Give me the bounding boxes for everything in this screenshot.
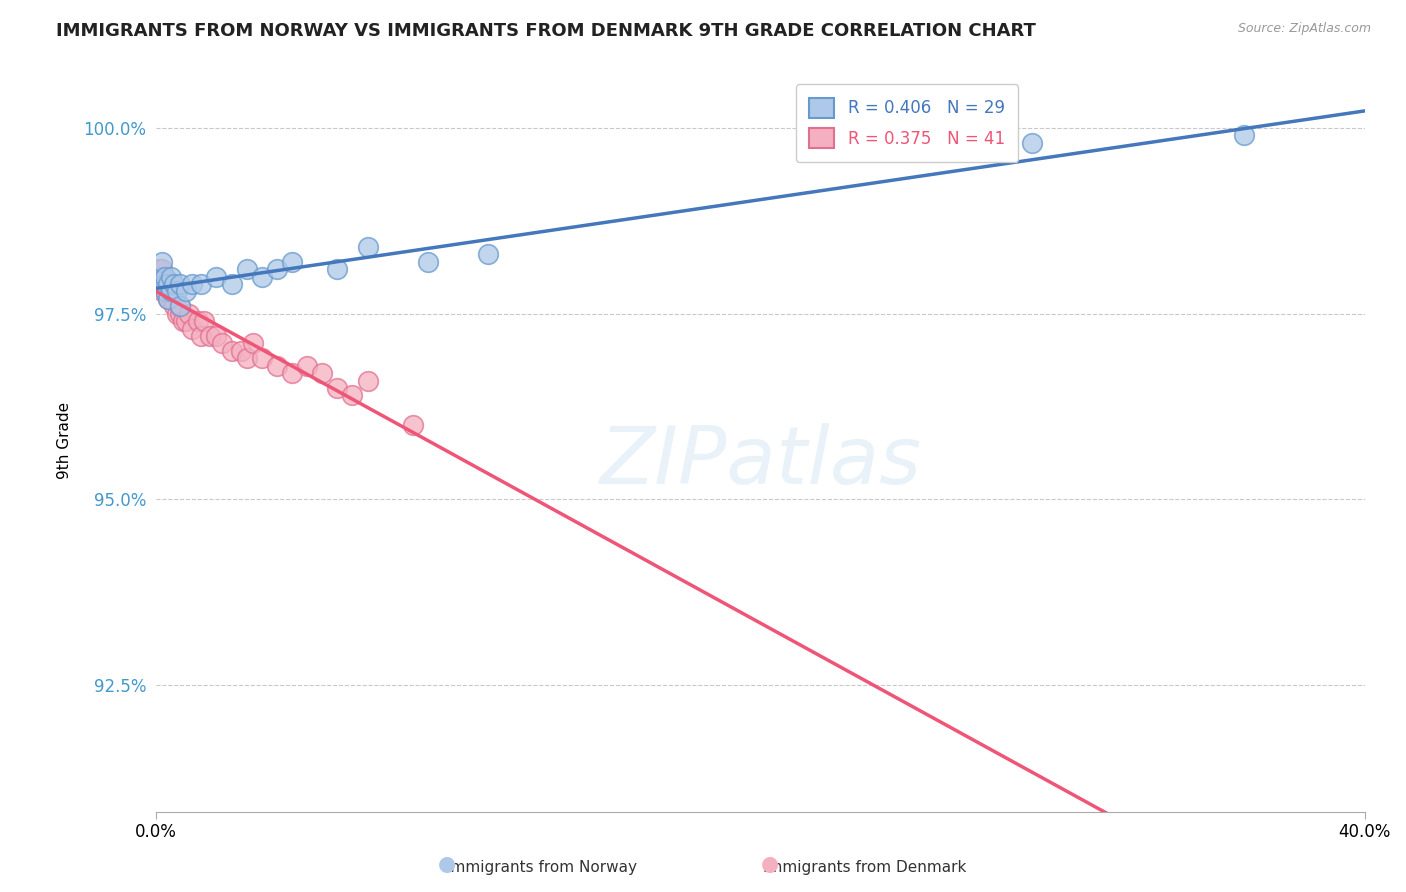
Point [193,314,215,328]
Point [153,277,176,291]
Point [326,381,349,395]
Point [242,336,264,351]
Point [281,254,304,268]
Point [342,388,364,402]
Point [148,277,170,291]
Point [153,269,176,284]
Point [160,285,183,299]
Point [266,359,288,373]
Point [157,277,180,291]
Point [148,262,170,277]
Point [174,314,197,328]
Point [174,285,197,299]
Point [153,285,176,299]
Text: ZIPatlas: ZIPatlas [599,424,921,501]
Point [205,269,228,284]
Point [190,329,212,343]
Text: Immigrants from Norway: Immigrants from Norway [446,861,637,875]
Point [1021,136,1043,150]
Point [250,269,273,284]
Point [205,329,228,343]
Point [179,307,201,321]
Point [169,299,191,313]
Text: ●: ● [439,854,456,873]
Point [163,277,186,291]
Point [326,262,349,277]
Point [181,321,204,335]
Point [150,277,173,291]
Point [169,307,191,321]
Point [416,254,439,268]
Point [150,285,173,299]
Point [148,269,170,284]
Point [235,351,257,366]
Point [221,277,243,291]
Point [281,366,304,380]
Point [163,299,186,313]
Point [157,277,180,291]
Point [153,285,176,299]
Point [150,262,173,277]
Point [235,262,257,277]
Point [221,343,243,358]
Point [160,269,183,284]
Point [157,292,180,306]
Point [160,292,183,306]
Point [169,299,191,313]
Point [169,277,191,291]
Point [356,240,378,254]
Point [166,307,188,321]
Point [153,269,176,284]
Point [211,336,233,351]
Text: Source: ZipAtlas.com: Source: ZipAtlas.com [1237,22,1371,36]
Legend: R = 0.406   N = 29, R = 0.375   N = 41: R = 0.406 N = 29, R = 0.375 N = 41 [796,84,1018,161]
Point [150,269,173,284]
Point [477,247,499,261]
Point [200,329,222,343]
Point [190,277,212,291]
Point [1233,128,1256,143]
Point [150,254,173,268]
Point [157,292,180,306]
Point [153,277,176,291]
Point [187,314,209,328]
Point [229,343,252,358]
Point [166,285,188,299]
Point [172,314,194,328]
Point [402,418,425,433]
Y-axis label: 9th Grade: 9th Grade [58,401,72,479]
Point [181,277,204,291]
Point [250,351,273,366]
Point [311,366,333,380]
Text: ●: ● [762,854,779,873]
Point [160,285,183,299]
Point [266,262,288,277]
Text: Immigrants from Denmark: Immigrants from Denmark [763,861,966,875]
Point [150,269,173,284]
Point [356,374,378,388]
Point [163,292,186,306]
Text: IMMIGRANTS FROM NORWAY VS IMMIGRANTS FROM DENMARK 9TH GRADE CORRELATION CHART: IMMIGRANTS FROM NORWAY VS IMMIGRANTS FRO… [56,22,1036,40]
Point [295,359,318,373]
